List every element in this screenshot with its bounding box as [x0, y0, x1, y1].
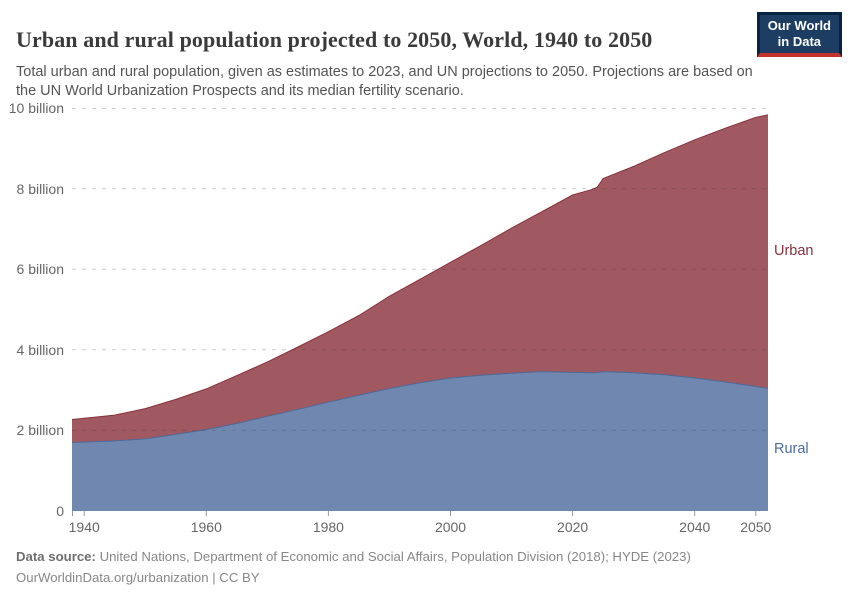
data-source-line: Data source: United Nations, Department …: [16, 546, 836, 567]
y-axis-tick-label: 8 billion: [16, 180, 64, 197]
x-axis-tick-label: 2000: [434, 519, 467, 535]
y-axis-tick-label: 6 billion: [16, 261, 64, 278]
series-label-urban: Urban: [774, 242, 814, 259]
owid-logo-line2: in Data: [777, 33, 822, 49]
x-axis-tick-label: 1980: [312, 519, 344, 535]
x-axis-tick-label: 2020: [557, 519, 589, 535]
x-axis-tick-label: 2050: [740, 519, 772, 535]
x-axis-tick-label: 2040: [679, 519, 711, 535]
chart-title: Urban and rural population projected to …: [16, 26, 653, 52]
data-source-text: United Nations, Department of Economic a…: [99, 549, 691, 564]
chart-footer: Data source: United Nations, Department …: [16, 546, 836, 589]
area-urban-edge: [72, 114, 768, 420]
data-source-label: Data source:: [16, 549, 96, 564]
area-rural-edge: [72, 371, 768, 443]
owid-logo[interactable]: Our World in Data: [756, 12, 842, 57]
owid-logo-line1: Our World: [767, 18, 831, 33]
series-label-rural: Rural: [774, 440, 809, 457]
y-axis-tick-label: 0: [56, 503, 64, 519]
license-line: OurWorldinData.org/urbanization | CC BY: [16, 570, 260, 586]
plot-svg[interactable]: [72, 108, 768, 518]
chart-subtitle: Total urban and rural population, given …: [16, 63, 753, 99]
y-axis-tick-label: 10 billion: [8, 100, 64, 116]
y-axis-tick-label: 4 billion: [16, 341, 64, 358]
x-axis-tick-label: 1960: [190, 519, 222, 535]
x-axis-tick-label: 1940: [68, 519, 100, 535]
y-axis-tick-label: 2 billion: [16, 422, 64, 439]
area-rural[interactable]: [72, 371, 768, 511]
